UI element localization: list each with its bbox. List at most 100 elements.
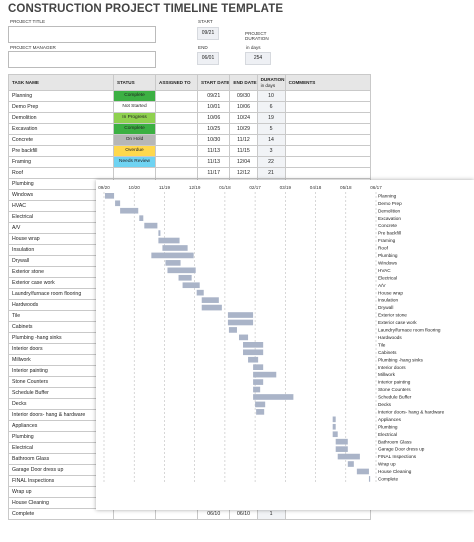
end-date-cell[interactable]: 11/15: [229, 145, 258, 157]
duration-unit: in days: [246, 45, 261, 50]
end-date-cell[interactable]: 10/29: [229, 123, 258, 135]
gantt-task-label: Plumbing: [378, 253, 398, 258]
gantt-bar: [253, 379, 264, 385]
duration-cell[interactable]: 14: [256, 134, 286, 146]
status-cell[interactable]: [113, 508, 156, 520]
comments-cell[interactable]: [284, 123, 371, 135]
duration-cell[interactable]: 6: [256, 101, 286, 113]
gantt-bar: [182, 282, 200, 289]
duration-cell[interactable]: 5: [256, 123, 286, 135]
status-cell[interactable]: In Progress: [113, 112, 156, 124]
gantt-bar: [144, 222, 158, 229]
gantt-bar: [158, 237, 180, 244]
status-cell[interactable]: Not Started: [113, 101, 156, 113]
col-duration: DURATION in days: [256, 74, 286, 91]
table-row: Excavation Complete 10/25 10/29 5: [8, 123, 371, 135]
task-name-cell[interactable]: Concrete: [8, 134, 114, 146]
start-date-cell[interactable]: 10/30: [196, 134, 231, 146]
gantt-task-label: HVAC: [378, 268, 391, 273]
gantt-task-label: Demo Prep: [378, 201, 402, 206]
assigned-cell[interactable]: [155, 145, 198, 157]
start-date-cell[interactable]: 10/25: [196, 123, 231, 135]
start-date-cell[interactable]: 11/13: [196, 145, 231, 157]
start-date-cell[interactable]: 10/06: [196, 112, 231, 124]
task-name-cell[interactable]: Planning: [8, 90, 114, 102]
gantt-bar: [151, 252, 194, 259]
duration-cell[interactable]: 1: [256, 508, 286, 520]
comments-cell[interactable]: [284, 134, 371, 146]
status-cell[interactable]: Overdue: [113, 145, 156, 157]
task-name-cell[interactable]: Pre backfill: [8, 145, 114, 157]
gantt-task-label: Drywall: [378, 305, 393, 310]
end-date-cell[interactable]: 12/12: [229, 167, 258, 179]
status-cell[interactable]: On Hold: [113, 134, 156, 146]
task-name-cell[interactable]: Roof: [8, 167, 114, 179]
start-date-cell[interactable]: 10/01: [196, 101, 231, 113]
comments-cell[interactable]: [284, 90, 371, 102]
comments-cell[interactable]: [284, 156, 371, 168]
task-name-cell[interactable]: Demolition: [8, 112, 114, 124]
start-date-cell[interactable]: 06/10: [196, 508, 231, 520]
assigned-cell[interactable]: [155, 156, 198, 168]
gantt-bar: [105, 193, 115, 199]
task-name-cell[interactable]: Excavation: [8, 123, 114, 135]
gantt-bar: [228, 327, 237, 333]
gantt-task-label: Electrical: [378, 432, 397, 437]
x-tick-label: 12/19: [189, 185, 201, 190]
duration-cell[interactable]: 3: [256, 145, 286, 157]
table-row: Concrete On Hold 10/30 11/12 14: [8, 134, 371, 146]
duration-cell[interactable]: 22: [256, 156, 286, 168]
gantt-task-label: Interior doors: [378, 365, 406, 370]
assigned-cell[interactable]: [155, 112, 198, 124]
col-start-date: START DATE: [196, 74, 231, 91]
end-date-cell[interactable]: 10/24: [229, 112, 258, 124]
duration-cell[interactable]: 21: [256, 167, 286, 179]
table-header-row: TASK NAME STATUS ASSIGNED TO START DATE …: [8, 74, 371, 91]
assigned-cell[interactable]: [155, 90, 198, 102]
task-name-cell[interactable]: Framing: [8, 156, 114, 168]
gantt-bar: [167, 267, 196, 274]
assigned-cell[interactable]: [155, 167, 198, 179]
end-date-cell[interactable]: 12/04: [229, 156, 258, 168]
assigned-cell[interactable]: [155, 508, 198, 520]
gantt-bar: [120, 207, 139, 214]
task-name-cell[interactable]: Complete: [8, 508, 114, 520]
status-cell[interactable]: Needs Review: [113, 156, 156, 168]
gantt-task-label: Windows: [378, 260, 398, 265]
status-cell[interactable]: Complete: [113, 123, 156, 135]
start-date-cell[interactable]: 11/17: [196, 167, 231, 179]
gantt-bar: [196, 289, 204, 296]
duration-cell[interactable]: 10: [256, 90, 286, 102]
gantt-task-label: Roof: [378, 246, 389, 251]
assigned-cell[interactable]: [155, 134, 198, 146]
col-task-name: TASK NAME: [8, 74, 114, 91]
start-date-cell[interactable]: 09/21: [196, 90, 231, 102]
gantt-bar: [162, 245, 188, 251]
table-row: Roof 11/17 12/12 21: [8, 167, 371, 179]
project-manager-field[interactable]: [8, 51, 156, 68]
end-date-cell[interactable]: 10/06: [229, 101, 258, 113]
end-value[interactable]: 06/01: [197, 52, 219, 65]
start-date-cell[interactable]: 11/13: [196, 156, 231, 168]
gantt-bar: [165, 260, 181, 266]
status-cell[interactable]: Complete: [113, 90, 156, 102]
status-cell[interactable]: [113, 167, 156, 179]
comments-cell[interactable]: [284, 508, 371, 520]
task-name-cell[interactable]: Demo Prep: [8, 101, 114, 113]
assigned-cell[interactable]: [155, 123, 198, 135]
comments-cell[interactable]: [284, 145, 371, 157]
project-title-field[interactable]: [8, 26, 156, 43]
comments-cell[interactable]: [284, 101, 371, 113]
gantt-bar: [238, 334, 249, 341]
gantt-task-label: Planning: [378, 193, 397, 198]
duration-cell[interactable]: 19: [256, 112, 286, 124]
comments-cell[interactable]: [284, 112, 371, 124]
end-date-cell[interactable]: 09/30: [229, 90, 258, 102]
end-label: END: [198, 45, 208, 50]
end-date-cell[interactable]: 11/12: [229, 134, 258, 146]
end-date-cell[interactable]: 06/10: [229, 508, 258, 520]
comments-cell[interactable]: [284, 167, 371, 179]
start-value[interactable]: 09/21: [197, 27, 219, 40]
assigned-cell[interactable]: [155, 101, 198, 113]
gantt-bar: [201, 304, 222, 311]
